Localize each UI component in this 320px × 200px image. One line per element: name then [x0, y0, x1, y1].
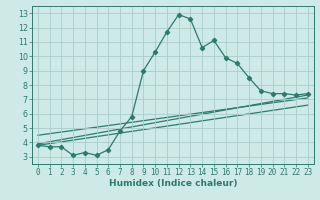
X-axis label: Humidex (Indice chaleur): Humidex (Indice chaleur) — [108, 179, 237, 188]
